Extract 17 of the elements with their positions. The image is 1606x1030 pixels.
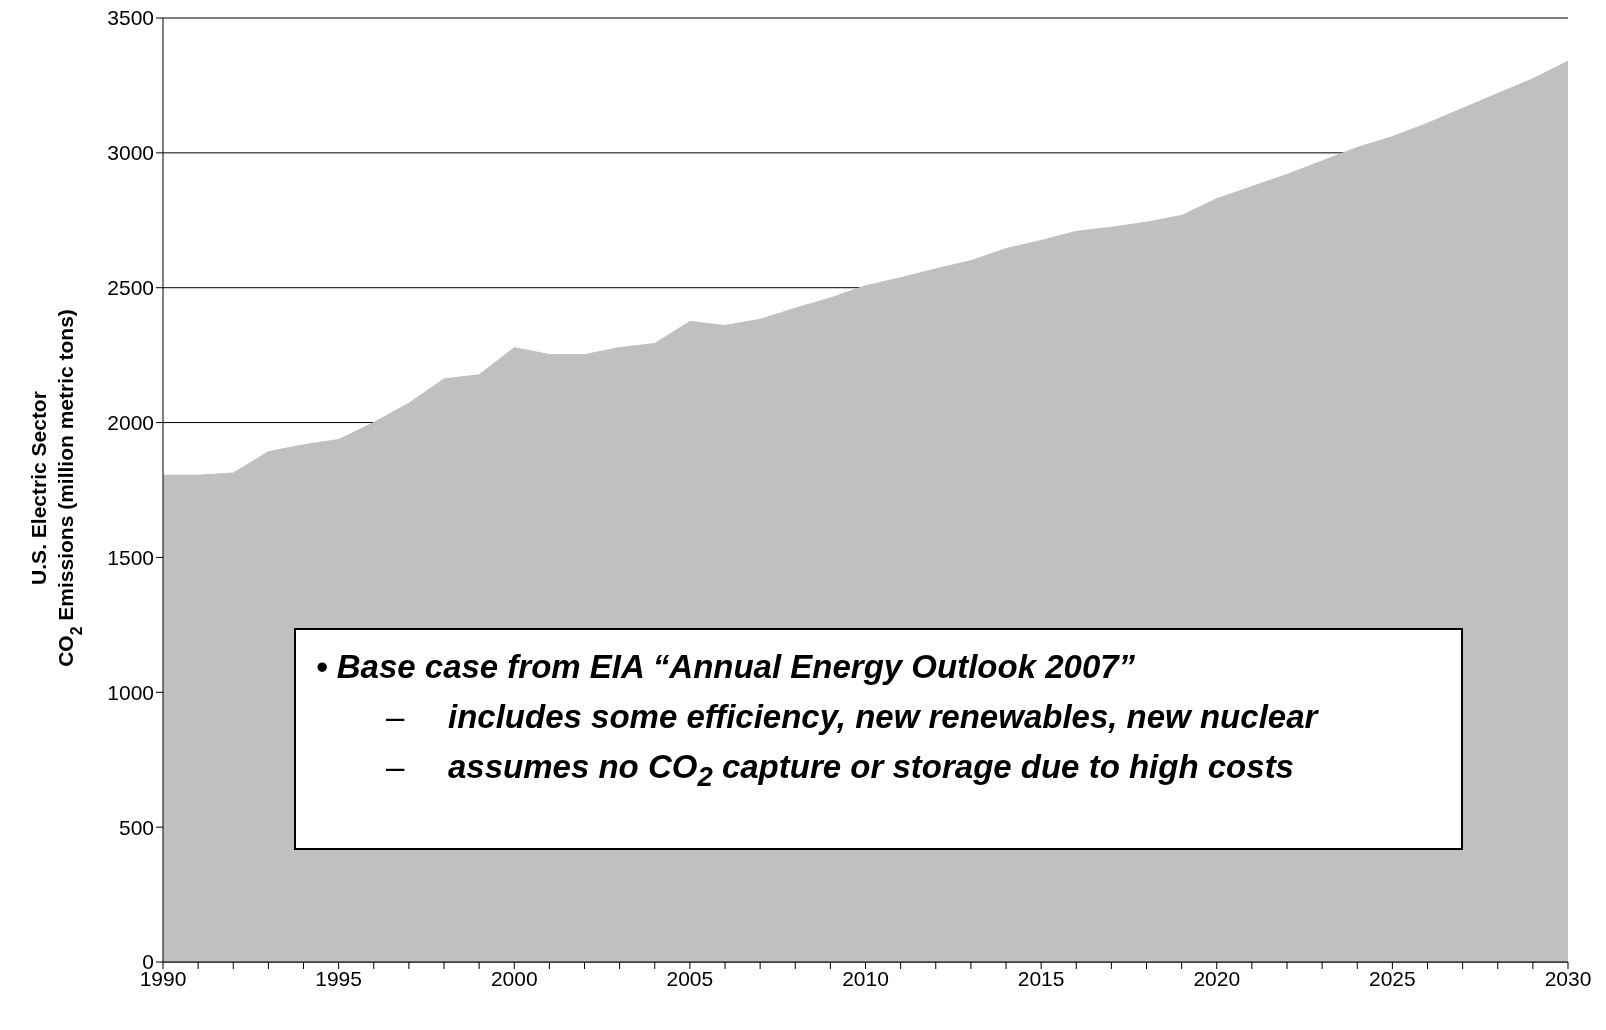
y-tick-label: 500: [118, 815, 154, 839]
y-tick-label: 2000: [107, 411, 154, 435]
note-box: • Base case from EIA “Annual Energy Outlook 2007” – includes some efficiency, new renewables, new nuclear – assumes no CO$_{2}$ capture or storage due to high costs: [294, 628, 1463, 850]
x-tick-label: 2000: [490, 966, 538, 990]
y-tick-label: 3500: [107, 6, 154, 30]
x-tick-label: 1995: [315, 966, 362, 990]
annotation: • Base case from EIA “Annual Energy Outlook 2007”: [316, 648, 1136, 686]
y-tick-label: 2500: [107, 276, 154, 300]
x-tick-label: 2030: [1544, 966, 1592, 990]
x-tick-label: 2020: [1193, 966, 1241, 990]
x-tick-label: 2015: [1017, 966, 1065, 990]
x-tick-label: 2025: [1369, 966, 1416, 990]
x-tick-label: 2005: [666, 966, 714, 990]
y-tick-label: 1500: [107, 545, 154, 569]
x-tick-label: 2010: [842, 966, 889, 990]
y-tick-label: 1000: [107, 680, 154, 704]
y-tick-label: 3000: [107, 141, 154, 165]
